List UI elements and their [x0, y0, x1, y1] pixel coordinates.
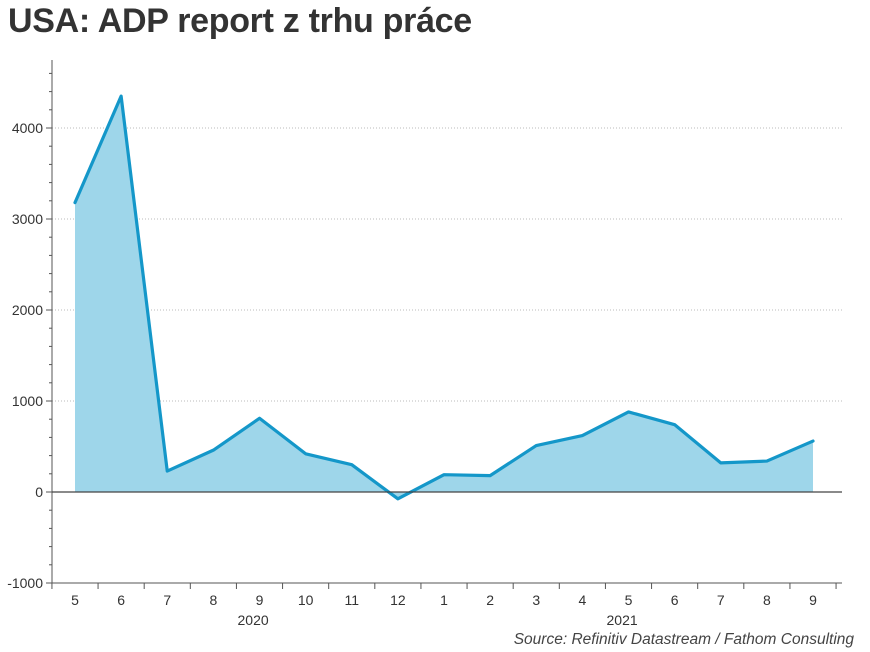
x-tick-label: 12 — [390, 592, 406, 608]
source-note: Source: Refinitiv Datastream / Fathom Co… — [513, 631, 854, 648]
x-tick-label: 6 — [117, 592, 125, 608]
x-tick-label: 9 — [809, 592, 817, 608]
x-tick-label: 8 — [763, 592, 771, 608]
x-tick-label: 3 — [532, 592, 540, 608]
x-tick-label: 1 — [440, 592, 448, 608]
y-tick-label: -1000 — [7, 575, 43, 591]
x-year-label: 2020 — [238, 612, 269, 628]
x-year-label: 2021 — [607, 612, 638, 628]
x-tick-label: 2 — [486, 592, 494, 608]
x-tick-label: 4 — [578, 592, 586, 608]
x-tick-label: 5 — [71, 592, 79, 608]
x-tick-label: 5 — [625, 592, 633, 608]
area-fill-group — [75, 96, 813, 499]
x-tick-label: 7 — [163, 592, 171, 608]
y-tick-label: 1000 — [12, 393, 43, 409]
y-tick-label: 0 — [35, 484, 43, 500]
series-area-fill — [75, 96, 813, 499]
x-tick-label: 9 — [256, 592, 264, 608]
series-line — [73, 94, 815, 501]
y-tick-label: 4000 — [12, 120, 43, 136]
x-tick-label: 11 — [344, 592, 359, 608]
y-axis: -1000 0 1000 2000 3000 4000 — [7, 60, 53, 591]
grid-lines — [52, 127, 842, 402]
y-tick-label: 2000 — [12, 302, 43, 318]
x-tick-label: 6 — [671, 592, 679, 608]
x-tick-label: 10 — [298, 592, 314, 608]
x-tick-label: 8 — [209, 592, 217, 608]
line-group — [73, 94, 815, 501]
y-tick-label: 3000 — [12, 211, 43, 227]
chart-title: USA: ADP report z trhu práce — [8, 2, 472, 40]
x-tick-label: 7 — [717, 592, 725, 608]
